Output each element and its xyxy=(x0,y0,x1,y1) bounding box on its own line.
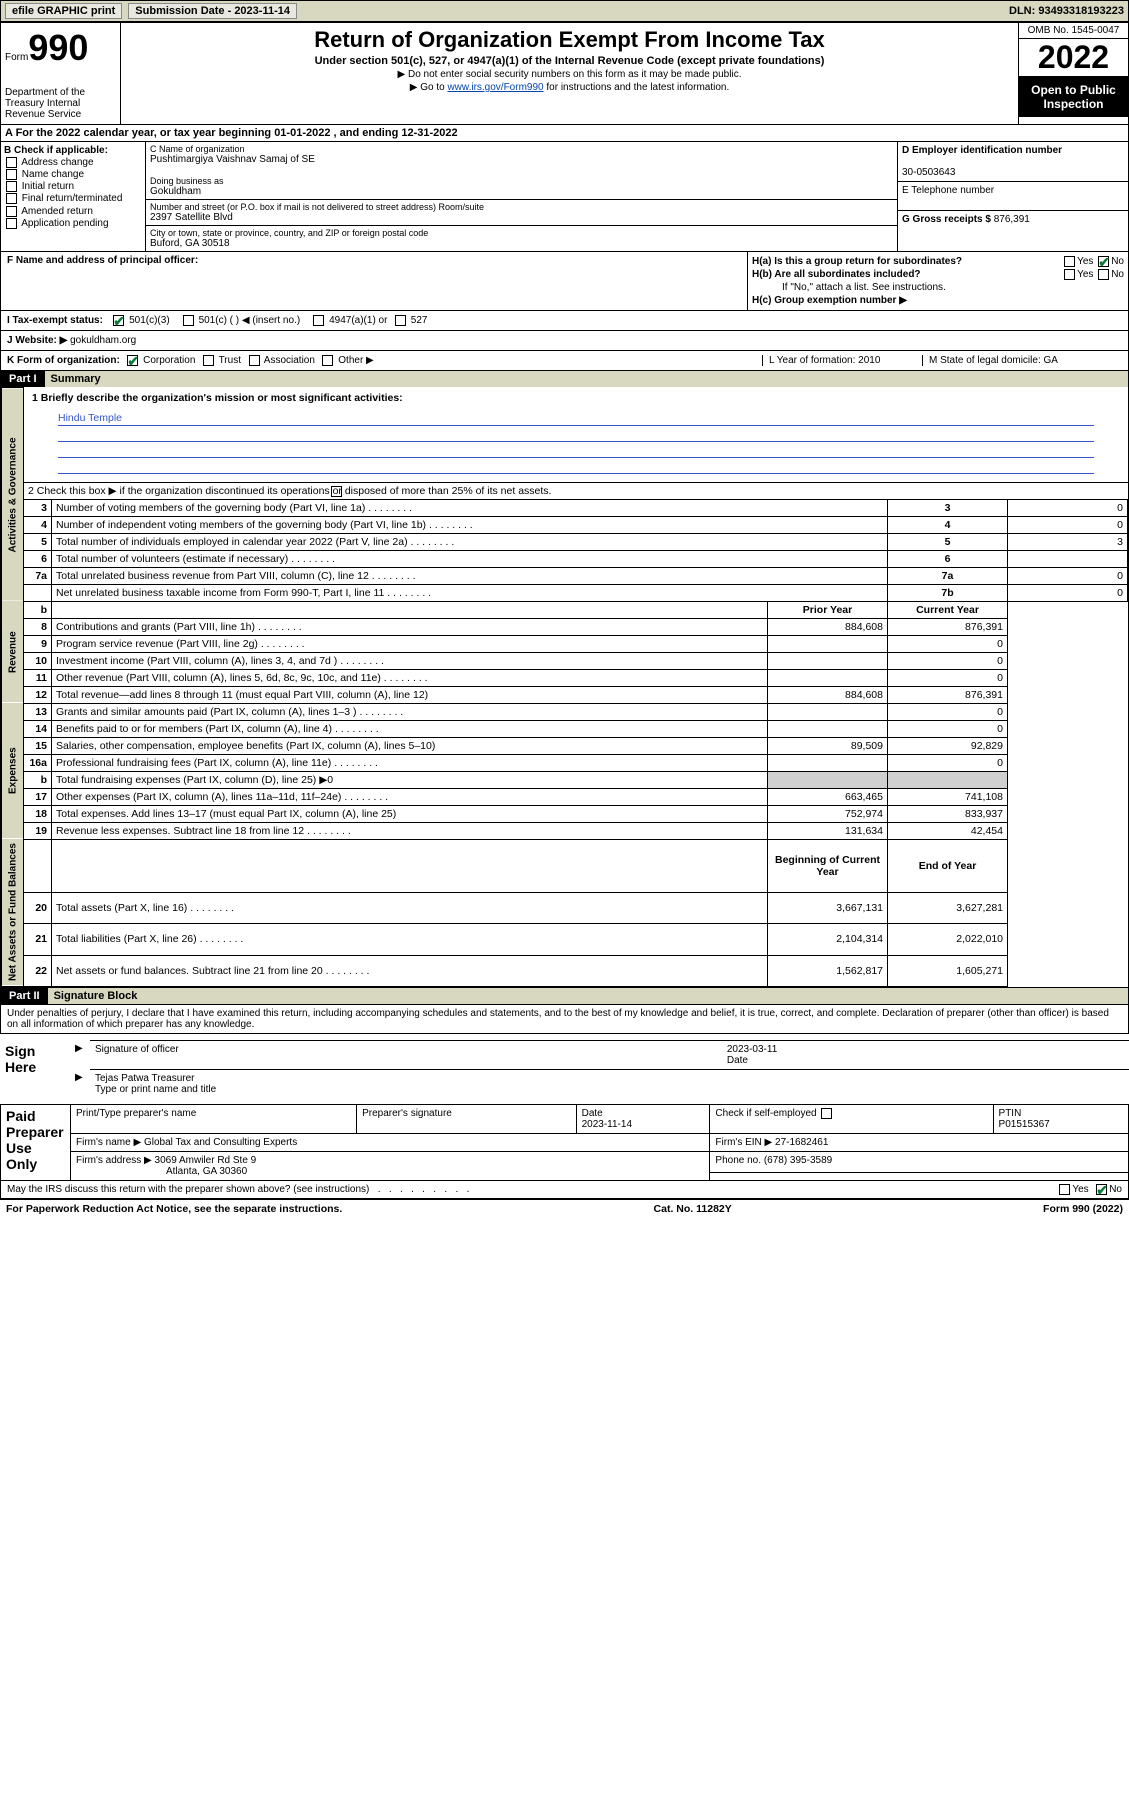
row-fh: F Name and address of principal officer:… xyxy=(0,252,1129,311)
row-i: I Tax-exempt status: 501(c)(3) 501(c) ( … xyxy=(0,311,1129,331)
org-name: Pushtimargiya Vaishnav Samaj of SE xyxy=(150,154,893,165)
gross-receipts: 876,391 xyxy=(994,214,1030,225)
form-number: 990 xyxy=(28,27,88,68)
col-de: D Employer identification number30-05036… xyxy=(898,142,1128,251)
501c3-checkbox[interactable] xyxy=(113,315,124,326)
row-k: K Form of organization: Corporation Trus… xyxy=(0,351,1129,371)
ein: 30-0503643 xyxy=(902,167,955,178)
block-bcde: B Check if applicable: Address change Na… xyxy=(0,142,1129,252)
submission-btn[interactable]: Submission Date - 2023-11-14 xyxy=(128,3,297,19)
col-b: B Check if applicable: Address change Na… xyxy=(1,142,146,251)
phone: (678) 395-3589 xyxy=(764,1155,832,1166)
website: gokuldham.org xyxy=(67,335,136,346)
officer-name: Tejas Patwa Treasurer xyxy=(95,1073,1124,1084)
form-word: Form xyxy=(5,52,28,63)
may-discuss: May the IRS discuss this return with the… xyxy=(0,1181,1129,1199)
open-inspection: Open to Public Inspection xyxy=(1019,77,1128,117)
row-a: A For the 2022 calendar year, or tax yea… xyxy=(0,125,1129,142)
street: 2397 Satellite Blvd xyxy=(150,212,893,223)
sign-here-table: Sign Here ▶ Signature of officer 2023-03… xyxy=(0,1040,1129,1098)
col-c: C Name of organizationPushtimargiya Vais… xyxy=(146,142,898,251)
footer: For Paperwork Reduction Act Notice, see … xyxy=(0,1199,1129,1218)
dba: Gokuldham xyxy=(150,186,893,197)
note2: ▶ Go to www.irs.gov/Form990 for instruct… xyxy=(125,82,1014,93)
paid-preparer-table: Paid Preparer Use Only Print/Type prepar… xyxy=(0,1104,1129,1181)
part1: Part ISummary Activities & Governance 1 … xyxy=(0,371,1129,988)
tax-year: 2022 xyxy=(1019,39,1128,77)
perjury: Under penalties of perjury, I declare th… xyxy=(0,1005,1129,1034)
summary-table: Activities & Governance 1 Briefly descri… xyxy=(1,387,1128,987)
dln: DLN: 93493318193223 xyxy=(1009,5,1124,17)
row-j: J Website: ▶ gokuldham.org xyxy=(0,331,1129,351)
dept: Department of the Treasury Internal Reve… xyxy=(5,87,116,120)
efile-btn[interactable]: efile GRAPHIC print xyxy=(5,3,122,19)
form-subtitle: Under section 501(c), 527, or 4947(a)(1)… xyxy=(125,55,1014,67)
ptin: P01515367 xyxy=(999,1119,1050,1130)
mission: Hindu Temple xyxy=(58,412,1094,426)
form-title: Return of Organization Exempt From Incom… xyxy=(125,27,1014,53)
irs-link[interactable]: www.irs.gov/Form990 xyxy=(447,82,543,93)
topbar: efile GRAPHIC print Submission Date - 20… xyxy=(0,0,1129,22)
form-header: Form990 Department of the Treasury Inter… xyxy=(0,22,1129,125)
omb: OMB No. 1545-0047 xyxy=(1019,23,1128,39)
note1: ▶ Do not enter social security numbers o… xyxy=(125,69,1014,80)
city: Buford, GA 30518 xyxy=(150,238,893,249)
firm-name: Global Tax and Consulting Experts xyxy=(144,1137,297,1148)
part2: Part IISignature Block xyxy=(0,988,1129,1005)
